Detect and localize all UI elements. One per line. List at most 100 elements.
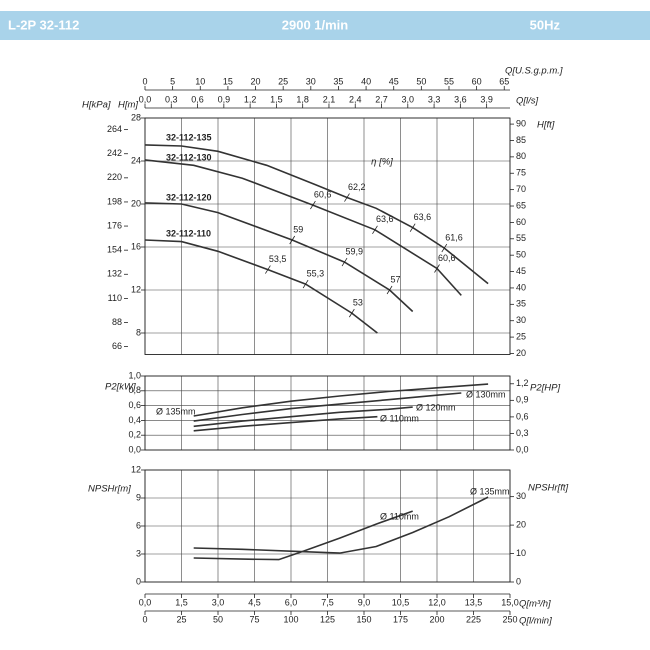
curve-label: 32-112-110 xyxy=(166,228,211,238)
flow-tick-label: 5 xyxy=(170,76,175,86)
efficiency-mark xyxy=(372,225,378,235)
y2-axis-title: P2[HP] xyxy=(530,383,560,394)
plot-frame xyxy=(144,375,511,451)
flow-tick-label: 75 xyxy=(249,614,259,624)
efficiency-label: 63,6 xyxy=(376,214,394,224)
y-tick-label: 0,9 xyxy=(516,395,529,405)
y-tick-label: 8 xyxy=(136,327,141,337)
flow-tick-label: 3,0 xyxy=(402,94,415,104)
y-tick-label: 1,0 xyxy=(128,370,141,380)
curve-label: 32-112-130 xyxy=(166,152,212,162)
y-tick-label: 75 xyxy=(516,168,526,178)
y-tick-label: 242 xyxy=(107,148,122,158)
flow-tick-label: 40 xyxy=(361,76,371,86)
efficiency-label: 59 xyxy=(293,224,303,234)
curve xyxy=(193,383,489,417)
y-tick-label: 12 xyxy=(131,464,141,474)
flow-tick-label: 50 xyxy=(416,76,426,86)
y-tick-label: 264 xyxy=(107,124,122,134)
y-tick-label: 0,0 xyxy=(516,444,529,454)
efficiency-mark xyxy=(441,243,448,253)
flow-tick-label: 15 xyxy=(223,76,233,86)
efficiency-mark xyxy=(341,257,348,267)
flow-tick-label: 45 xyxy=(389,76,399,86)
y-tick-label: 66 xyxy=(112,341,122,351)
y-axis-title: H[m] xyxy=(118,100,138,111)
flow-tick-label: 35 xyxy=(333,76,343,86)
y-tick-label: 0 xyxy=(136,576,141,586)
efficiency-mark xyxy=(310,200,316,210)
flow-tick-label: 15,0 xyxy=(501,597,519,607)
y-tick-label: 24 xyxy=(131,155,141,165)
curve-label: Ø 110mm xyxy=(380,511,419,521)
efficiency-mark xyxy=(409,223,416,232)
efficiency-label: 61,6 xyxy=(445,232,463,242)
flow-tick-label: 1,2 xyxy=(244,94,257,104)
flow-tick-label: 25 xyxy=(278,76,288,86)
y-tick-label: 20 xyxy=(131,198,141,208)
flow-tick-label: 4,5 xyxy=(248,597,261,607)
flow-tick-label: 0,0 xyxy=(139,597,152,607)
efficiency-label: 55,3 xyxy=(307,268,325,278)
y-tick-label: 85 xyxy=(516,135,526,145)
y-tick-label: 65 xyxy=(516,200,526,210)
plot-frame xyxy=(144,117,511,355)
flow-tick-label: 1,8 xyxy=(296,94,309,104)
flow-tick-label: 150 xyxy=(356,614,371,624)
flow-tick-label: 0,9 xyxy=(218,94,231,104)
y-tick-label: 45 xyxy=(516,266,526,276)
y-tick-label: 60 xyxy=(516,217,526,227)
y-tick-label: 198 xyxy=(107,196,122,206)
efficiency-label: 63,6 xyxy=(414,212,432,222)
flow-tick-label: 200 xyxy=(429,614,444,624)
efficiency-mark xyxy=(344,193,350,202)
y-tick-label: 20 xyxy=(516,519,526,529)
flow-tick-label: 7,5 xyxy=(321,597,334,607)
flow-tick-label: 1,5 xyxy=(175,597,188,607)
flow-tick-label: 3,9 xyxy=(480,94,493,104)
curve-label: Ø 135mm xyxy=(156,406,196,416)
curve xyxy=(144,239,378,334)
flow-tick-label: 100 xyxy=(283,614,298,624)
flow-tick-label: 10,5 xyxy=(392,597,410,607)
y-tick-label: 3 xyxy=(136,548,141,558)
flow-tick-label: 2,4 xyxy=(349,94,362,104)
annotation: η [%] xyxy=(371,157,393,168)
curve-label: Ø 110mm xyxy=(380,413,419,423)
curve xyxy=(193,496,489,554)
efficiency-label: 60,6 xyxy=(314,189,332,199)
flow-tick-label: 3,6 xyxy=(454,94,467,104)
flow-tick-label: 50 xyxy=(213,614,223,624)
y-tick-label: 6 xyxy=(136,520,141,530)
flow-axis-title: Q[l/s] xyxy=(516,96,539,107)
flow-tick-label: 20 xyxy=(251,76,261,86)
y-tick-label: 30 xyxy=(516,315,526,325)
flow-axis-title: Q[U.S.g.p.m.] xyxy=(505,66,563,77)
flow-tick-label: 0,6 xyxy=(191,94,204,104)
y-tick-label: 40 xyxy=(516,282,526,292)
efficiency-label: 60,6 xyxy=(438,253,456,263)
y-axis-title: NPSHr[m] xyxy=(88,484,131,495)
header-band xyxy=(0,11,650,40)
flow-tick-label: 3,3 xyxy=(428,94,441,104)
flow-tick-label: 225 xyxy=(466,614,481,624)
y-tick-label: 1,2 xyxy=(516,378,529,388)
y2-axis-title: NPSHr[ft] xyxy=(528,483,568,494)
flow-tick-label: 0 xyxy=(142,76,147,86)
flow-tick-label: 9,0 xyxy=(358,597,371,607)
efficiency-mark xyxy=(348,308,355,318)
flow-tick-label: 13,5 xyxy=(465,597,483,607)
y-tick-label: 35 xyxy=(516,299,526,309)
flow-tick-label: 25 xyxy=(176,614,186,624)
efficiency-label: 53,5 xyxy=(269,254,287,264)
y2-axis-title: H[ft] xyxy=(537,120,555,131)
efficiency-label: 62,2 xyxy=(348,182,366,192)
flow-tick-label: 2,7 xyxy=(375,94,388,104)
y-tick-label: 110 xyxy=(108,293,122,303)
flow-tick-label: 0 xyxy=(142,614,147,624)
flow-tick-label: 6,0 xyxy=(285,597,298,607)
y-tick-label: 25 xyxy=(516,331,526,341)
flow-tick-label: 175 xyxy=(393,614,408,624)
y-tick-label: 9 xyxy=(136,492,141,502)
